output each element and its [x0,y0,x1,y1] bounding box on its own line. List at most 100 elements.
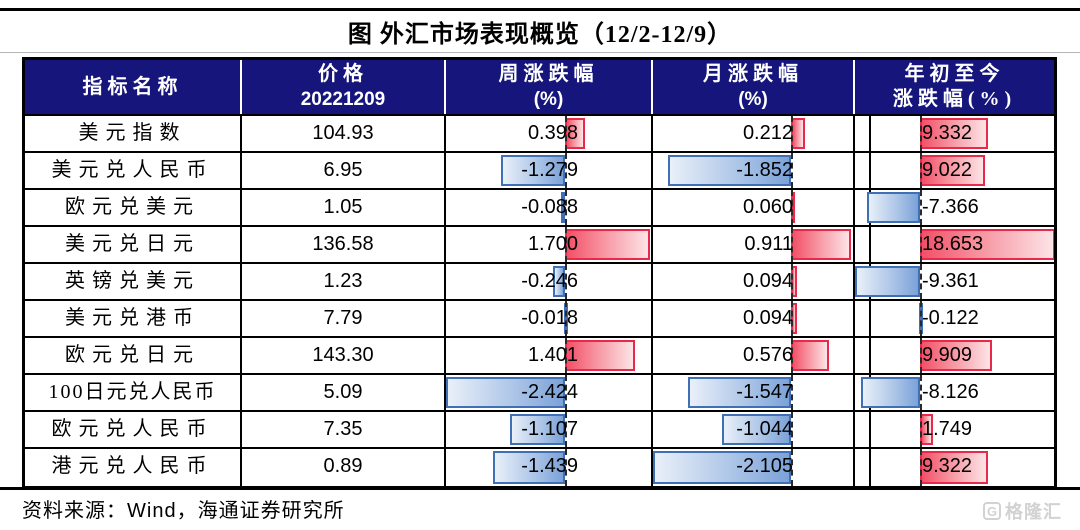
negative-data-bar [501,155,565,186]
month-change-value: 0.212 [742,122,793,144]
zero-axis-line [920,153,922,188]
week-change-value: -0.246 [521,270,578,292]
table-header-row: 指标名称 价格 20221209 周涨跌幅 (%) 月涨跌幅 (%) 年初至今 … [25,60,1054,116]
negative-data-bar [493,451,565,484]
zero-axis-line [791,375,793,410]
data-vendor: Wind [127,500,177,522]
zero-axis-line [791,264,793,299]
price-cell: 0.89 [242,449,446,486]
month-change-value: 0.094 [742,270,793,292]
ytd-change-value: 18.653 [922,233,984,255]
price-cell: 1.23 [242,264,446,299]
spacer-border [869,153,871,188]
ytd-change-cell: -8.126 [855,375,1054,410]
month-change-value: 0.576 [742,344,793,366]
positive-data-bar [565,229,650,260]
table-row: 欧元兑日元 143.30 1.401 0.576 9.909 [25,338,1054,375]
month-change-cell: 0.094 [653,264,855,299]
header-indicator-name: 指标名称 [25,60,242,114]
positive-data-bar [920,451,988,484]
week-change-value: -0.018 [521,307,578,329]
negative-data-bar [552,266,565,297]
indicator-name-cell: 港元兑人民币 [25,449,242,486]
figure-frame-line [0,52,1080,53]
positive-data-bar [920,340,992,371]
ytd-change-value: -7.366 [922,196,979,218]
week-change-cell: -1.279 [446,153,653,188]
zero-axis-line [791,190,793,225]
zero-axis-line [565,338,567,373]
ytd-change-cell: 9.909 [855,338,1054,373]
price-cell: 136.58 [242,227,446,262]
zero-axis-line [565,301,567,336]
positive-data-bar [920,229,1054,260]
gelonghui-logo-icon: G [983,502,1001,520]
indicator-name-cell: 英镑兑美元 [25,264,242,299]
ytd-change-cell: 1.749 [855,412,1054,447]
fx-performance-table: 指标名称 价格 20221209 周涨跌幅 (%) 月涨跌幅 (%) 年初至今 … [22,57,1057,489]
indicator-name-cell: 100日元兑人民币 [25,375,242,410]
header-ytd-change: 年初至今 涨跌幅(%) [892,63,1017,110]
indicator-name-cell: 欧元兑美元 [25,190,242,225]
zero-axis-line [565,449,567,486]
spacer-border [869,116,871,151]
ytd-change-value: -9.361 [922,270,979,292]
week-change-value: -1.107 [521,418,578,440]
month-change-cell: 0.911 [653,227,855,262]
ytd-change-cell: 9.332 [855,116,1054,151]
month-change-value: 0.060 [742,196,793,218]
ytd-change-value: 9.332 [922,122,973,144]
zero-axis-line [565,412,567,447]
month-change-value: -2.105 [736,455,793,477]
ytd-change-value: 1.749 [922,418,973,440]
negative-data-bar [653,451,791,484]
ytd-change-value: 9.909 [922,344,973,366]
zero-axis-line [565,190,567,225]
negative-data-bar [861,377,920,408]
negative-data-bar [509,414,565,445]
price-cell: 7.35 [242,412,446,447]
ytd-change-value: 9.322 [922,455,973,477]
month-change-value: -1.852 [736,159,793,181]
table-row: 美元兑人民币 6.95 -1.279 -1.852 9.022 [25,153,1054,190]
zero-axis-line [920,190,922,225]
month-change-cell: 0.094 [653,301,855,336]
zero-axis-line [791,301,793,336]
week-change-cell: -0.018 [446,301,653,336]
negative-data-bar [721,414,791,445]
indicator-name-cell: 美元兑日元 [25,227,242,262]
positive-data-bar [920,118,988,149]
week-change-cell: -1.439 [446,449,653,486]
zero-axis-line [791,412,793,447]
table-row: 港元兑人民币 0.89 -1.439 -2.105 9.322 [25,449,1054,486]
header-price: 价格 20221209 [242,60,446,114]
zero-axis-line [565,116,567,151]
spacer-border [869,449,871,486]
header-month-change: 月涨跌幅 (%) [653,60,855,114]
indicator-name-cell: 美元兑人民币 [25,153,242,188]
month-change-cell: -2.105 [653,449,855,486]
table-row: 欧元兑美元 1.05 -0.088 0.060 -7.366 [25,190,1054,227]
spacer-border [869,412,871,447]
zero-axis-line [791,449,793,486]
zero-axis-line [920,301,922,336]
month-change-cell: 0.212 [653,116,855,151]
month-change-value: 0.094 [742,307,793,329]
week-change-value: -1.439 [521,455,578,477]
zero-axis-line [791,338,793,373]
price-cell: 6.95 [242,153,446,188]
gelonghui-logo-text: 格隆汇 [1005,502,1062,522]
week-change-value: -1.279 [521,159,578,181]
ytd-change-cell: 9.022 [855,153,1054,188]
zero-axis-line [920,449,922,486]
week-change-value: 1.401 [527,344,578,366]
negative-data-bar [866,192,920,223]
zero-axis-line [920,338,922,373]
zero-axis-line [791,227,793,262]
positive-data-bar [791,229,852,260]
week-change-cell: -0.246 [446,264,653,299]
week-change-cell: 1.401 [446,338,653,373]
table-row: 100日元兑人民币 5.09 -2.424 -1.547 -8.126 [25,375,1054,412]
negative-data-bar [560,192,565,223]
